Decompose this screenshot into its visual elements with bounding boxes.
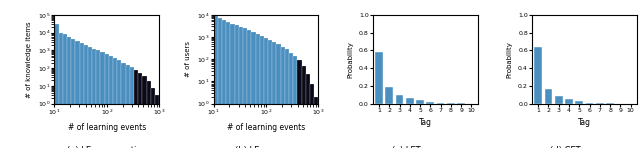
Bar — [109, 56, 113, 148]
X-axis label: # of learning events: # of learning events — [68, 123, 146, 132]
Bar — [100, 52, 105, 148]
Bar — [147, 81, 151, 148]
Bar — [76, 41, 79, 148]
Text: (d) CET per user: (d) CET per user — [550, 146, 619, 148]
Bar — [79, 43, 84, 148]
Bar — [151, 88, 155, 148]
Bar — [92, 49, 96, 148]
Text: (a) LE per question: (a) LE per question — [67, 146, 147, 148]
Y-axis label: # of users: # of users — [186, 41, 191, 77]
Bar — [396, 95, 403, 104]
Bar — [555, 96, 563, 104]
Bar — [235, 25, 239, 148]
Bar — [436, 103, 444, 104]
Bar — [96, 50, 100, 148]
Bar — [272, 42, 276, 148]
Bar — [155, 95, 159, 148]
Bar — [63, 34, 67, 148]
X-axis label: Tag: Tag — [578, 118, 591, 127]
Y-axis label: Probability: Probability — [348, 41, 353, 78]
Bar — [243, 28, 247, 148]
Bar — [301, 66, 306, 148]
Bar — [565, 99, 573, 104]
Bar — [113, 58, 117, 148]
Bar — [447, 103, 455, 104]
Text: (c) LET per user: (c) LET per user — [392, 146, 458, 148]
Bar — [130, 67, 134, 148]
Bar — [575, 101, 583, 104]
Y-axis label: # of knowledge items: # of knowledge items — [26, 21, 32, 98]
Bar — [84, 45, 88, 148]
Bar — [375, 52, 383, 104]
Bar — [406, 98, 413, 104]
Bar — [260, 36, 264, 148]
Bar — [276, 44, 281, 148]
Bar — [268, 40, 272, 148]
Bar — [105, 54, 109, 148]
Bar — [289, 53, 293, 148]
Bar — [247, 30, 252, 148]
Bar — [293, 56, 298, 148]
Bar — [230, 24, 235, 148]
Bar — [252, 32, 255, 148]
Bar — [226, 22, 230, 148]
Bar — [298, 60, 301, 148]
Bar — [218, 18, 222, 148]
Bar — [596, 103, 604, 104]
Bar — [67, 37, 71, 148]
X-axis label: Tag: Tag — [419, 118, 432, 127]
Bar — [71, 39, 76, 148]
Bar — [586, 103, 593, 104]
Bar — [122, 63, 125, 148]
Bar — [606, 103, 614, 104]
Bar — [281, 47, 285, 148]
Bar — [545, 89, 552, 104]
Bar — [426, 102, 434, 104]
Bar — [125, 65, 130, 148]
Bar — [222, 20, 226, 148]
Bar — [285, 49, 289, 148]
Bar — [138, 73, 142, 148]
Bar — [88, 47, 92, 148]
Bar — [264, 38, 268, 148]
X-axis label: # of learning events: # of learning events — [227, 123, 305, 132]
Bar — [310, 84, 314, 148]
Bar — [134, 70, 138, 148]
Bar — [117, 60, 122, 148]
Bar — [54, 24, 59, 148]
Bar — [239, 27, 243, 148]
Bar — [314, 97, 318, 148]
Bar — [416, 100, 424, 104]
Text: (b) LE per user: (b) LE per user — [235, 146, 297, 148]
Bar — [458, 103, 465, 104]
Bar — [534, 47, 542, 104]
Bar — [142, 76, 147, 148]
Bar — [214, 16, 218, 148]
Bar — [255, 34, 260, 148]
Y-axis label: Probability: Probability — [506, 41, 513, 78]
Bar — [59, 33, 63, 148]
Bar — [385, 87, 393, 104]
Bar — [306, 74, 310, 148]
